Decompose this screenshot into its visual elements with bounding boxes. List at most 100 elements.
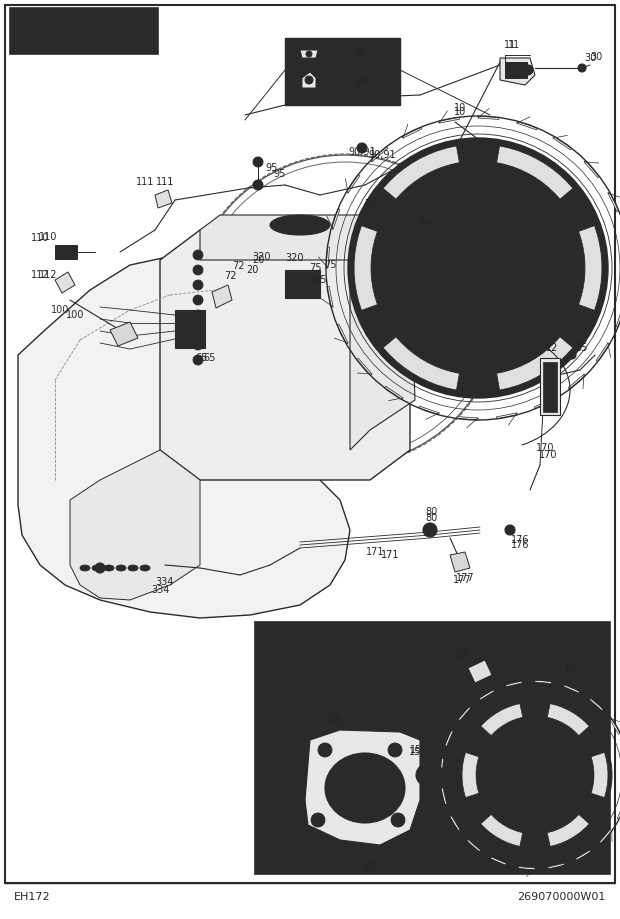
Circle shape [391, 746, 399, 754]
Text: 95: 95 [274, 169, 286, 179]
Polygon shape [480, 704, 523, 735]
Polygon shape [445, 731, 453, 746]
Polygon shape [70, 450, 200, 600]
Polygon shape [617, 804, 620, 820]
Circle shape [360, 210, 370, 220]
Text: 72: 72 [232, 261, 244, 271]
Polygon shape [480, 814, 523, 846]
Circle shape [193, 310, 203, 320]
Text: 10: 10 [564, 663, 576, 673]
Text: 37: 37 [366, 857, 378, 867]
Polygon shape [371, 147, 388, 162]
Polygon shape [596, 343, 609, 361]
Polygon shape [547, 704, 589, 735]
Polygon shape [305, 730, 420, 845]
Polygon shape [18, 248, 350, 618]
Text: 111: 111 [156, 177, 174, 187]
Bar [10, 8, 158, 54]
Circle shape [321, 746, 329, 754]
Text: 17: 17 [456, 650, 468, 660]
Ellipse shape [104, 565, 114, 571]
Polygon shape [347, 175, 360, 193]
Circle shape [495, 735, 575, 815]
Text: 90,91: 90,91 [368, 150, 396, 160]
Bar [55, 245, 77, 259]
Text: 100: 100 [66, 310, 84, 320]
Polygon shape [590, 698, 603, 710]
Circle shape [311, 813, 325, 827]
Text: 30: 30 [584, 53, 596, 63]
Polygon shape [462, 753, 479, 798]
Ellipse shape [92, 565, 102, 571]
Text: EH172: EH172 [14, 892, 51, 902]
Circle shape [423, 523, 437, 537]
Text: 75: 75 [324, 260, 336, 270]
Text: 80: 80 [426, 513, 438, 523]
Text: 25: 25 [319, 709, 331, 719]
Text: 110: 110 [31, 233, 49, 243]
Text: 60: 60 [424, 213, 436, 223]
Polygon shape [439, 117, 459, 123]
Circle shape [314, 816, 322, 824]
Circle shape [305, 76, 313, 84]
Text: 170: 170 [539, 450, 557, 460]
Polygon shape [548, 864, 564, 869]
Polygon shape [327, 287, 333, 307]
Text: 334: 334 [151, 585, 169, 595]
Ellipse shape [421, 767, 439, 782]
Polygon shape [490, 857, 507, 866]
Bar [255, 622, 610, 874]
Polygon shape [402, 127, 422, 138]
Text: 100: 100 [51, 305, 69, 315]
Text: 334: 334 [156, 577, 174, 587]
Text: 90: 90 [355, 78, 367, 88]
Ellipse shape [128, 565, 138, 571]
Text: 20: 20 [252, 255, 264, 265]
Polygon shape [458, 707, 471, 720]
Text: 10: 10 [566, 657, 578, 667]
Text: 320: 320 [253, 252, 272, 262]
Ellipse shape [116, 565, 126, 571]
Polygon shape [457, 416, 478, 420]
Ellipse shape [270, 215, 330, 235]
Text: 11: 11 [508, 40, 520, 50]
Text: 37: 37 [364, 862, 376, 872]
Circle shape [568, 351, 576, 359]
Text: FIG.  700: FIG. 700 [14, 19, 133, 43]
Polygon shape [479, 689, 494, 699]
Text: 70: 70 [370, 193, 382, 203]
Text: 176: 176 [511, 535, 529, 545]
Polygon shape [468, 660, 492, 683]
Bar [285, 270, 320, 298]
Polygon shape [450, 552, 470, 572]
Polygon shape [497, 146, 573, 199]
Polygon shape [517, 121, 538, 130]
Circle shape [474, 264, 482, 272]
Text: 12: 12 [546, 343, 558, 353]
Circle shape [460, 250, 496, 286]
Ellipse shape [286, 221, 314, 230]
Polygon shape [356, 358, 372, 376]
Text: 111: 111 [136, 177, 154, 187]
Bar [288, 273, 317, 295]
Text: 15: 15 [409, 747, 421, 757]
Text: 15: 15 [410, 745, 422, 755]
Circle shape [348, 138, 608, 398]
Polygon shape [518, 867, 535, 870]
Polygon shape [300, 50, 318, 58]
Text: 17: 17 [456, 645, 468, 655]
Circle shape [505, 525, 515, 535]
Circle shape [425, 770, 435, 780]
Polygon shape [212, 285, 232, 308]
Text: 10: 10 [454, 103, 466, 113]
Polygon shape [160, 230, 410, 480]
Text: 92: 92 [355, 47, 368, 57]
Circle shape [318, 743, 332, 757]
Polygon shape [540, 358, 560, 415]
Bar [285, 38, 400, 105]
Circle shape [365, 850, 375, 860]
Circle shape [306, 51, 312, 57]
Circle shape [438, 228, 518, 308]
Text: 25: 25 [329, 715, 341, 725]
Text: 170: 170 [536, 443, 554, 453]
